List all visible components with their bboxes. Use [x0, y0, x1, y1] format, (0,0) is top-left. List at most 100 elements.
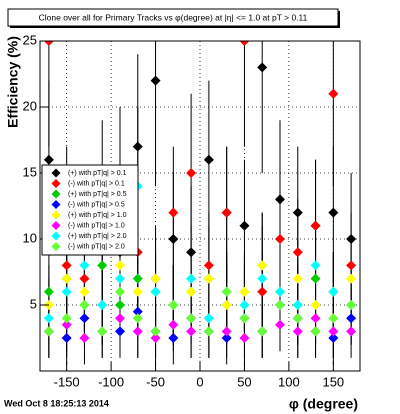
- data-point: [61, 313, 72, 324]
- y-axis-label: Efficiency (%): [5, 36, 21, 128]
- data-point: [257, 260, 268, 271]
- data-point: [150, 326, 161, 337]
- data-point: [61, 319, 72, 330]
- legend-label: (-) with pT|q| > 0.1: [68, 180, 125, 187]
- x-tick-label: 0: [196, 374, 203, 389]
- data-point: [150, 286, 161, 297]
- data-point: [239, 300, 250, 310]
- data-point: [132, 306, 143, 317]
- y-tick-label: 5: [30, 296, 37, 311]
- data-point: [97, 300, 108, 310]
- y-tick-label: 10: [23, 230, 37, 245]
- data-point: [239, 313, 250, 324]
- legend-label: (+) with pT|q| > 0.5: [68, 191, 127, 198]
- data-point: [346, 313, 357, 324]
- data-point: [168, 300, 179, 310]
- data-point: [239, 220, 250, 231]
- y-tick-label: 15: [23, 164, 37, 179]
- data-point: [186, 286, 197, 297]
- data-point: [275, 194, 285, 205]
- data-point: [292, 207, 303, 218]
- data-point: [310, 273, 321, 284]
- data-point: [186, 326, 197, 337]
- data-point: [310, 300, 321, 310]
- data-point: [115, 326, 125, 337]
- data-point: [132, 326, 143, 337]
- data-point: [61, 286, 72, 297]
- chart-title: Clone over all for Primary Tracks vs φ(d…: [39, 12, 308, 22]
- legend-marker: [51, 168, 61, 178]
- legend-marker: [51, 242, 61, 251]
- data-point: [61, 260, 72, 271]
- legend-label: (-) with pT|q| > 1.0: [68, 222, 125, 229]
- data-point: [203, 313, 214, 324]
- data-point: [239, 41, 250, 46]
- data-point: [132, 141, 143, 152]
- data-point: [275, 300, 285, 310]
- data-point: [186, 273, 197, 284]
- x-tick-label: 50: [237, 374, 251, 389]
- data-point: [43, 326, 54, 337]
- data-point: [346, 273, 357, 284]
- data-point: [79, 333, 90, 343]
- data-point: [115, 273, 125, 284]
- legend-label: (+) with pT|q| > 0.1: [68, 170, 127, 177]
- data-point: [115, 286, 125, 297]
- legend-label: (-) with pT|q| > 2.0: [68, 243, 125, 250]
- data-point: [292, 313, 303, 324]
- data-point: [203, 273, 214, 284]
- data-point: [239, 333, 250, 343]
- data-point: [61, 333, 72, 343]
- data-point: [115, 260, 125, 271]
- data-point: [328, 326, 339, 337]
- data-point: [115, 300, 125, 310]
- data-point: [97, 326, 108, 337]
- data-point: [257, 286, 268, 297]
- legend-marker: [51, 231, 61, 241]
- data-point: [292, 326, 303, 337]
- data-point: [257, 326, 268, 337]
- data-point: [168, 333, 179, 343]
- data-point: [43, 41, 54, 46]
- data-point: [221, 326, 232, 337]
- legend-marker: [51, 221, 61, 230]
- x-tick-label: -50: [146, 374, 165, 389]
- x-tick-label: -100: [98, 374, 124, 389]
- data-point: [203, 260, 214, 271]
- data-point: [168, 234, 179, 244]
- data-point: [168, 319, 179, 330]
- x-tick-label: 100: [278, 374, 300, 389]
- data-point: [43, 286, 54, 297]
- y-tick-label: 20: [23, 98, 37, 113]
- data-point: [132, 313, 143, 324]
- legend-marker: [51, 189, 61, 199]
- axes: -150 -100 -50 0 50 100 150 5 10 15 20 25: [23, 32, 345, 389]
- data-point: [132, 273, 143, 284]
- data-point: [43, 313, 54, 324]
- data-point: [221, 207, 232, 218]
- data-point: [328, 88, 339, 99]
- data-point: [79, 313, 90, 324]
- data-point: [346, 260, 357, 271]
- data-point: [97, 260, 108, 271]
- title-box: [7, 8, 339, 27]
- data-point: [292, 273, 303, 284]
- data-point: [310, 326, 321, 337]
- data-point: [310, 313, 321, 324]
- data-point: [186, 247, 197, 258]
- x-tick-label: -150: [54, 374, 80, 389]
- data-point: [203, 326, 214, 337]
- data-point: [132, 286, 143, 297]
- data-point: [203, 154, 214, 165]
- data-point: [257, 62, 268, 73]
- data-point: [150, 333, 161, 343]
- legend-label: (+) with pT|q| > 2.0: [68, 233, 127, 240]
- x-tick-label: 150: [322, 374, 344, 389]
- data-point: [61, 273, 72, 284]
- legend-marker: [51, 200, 61, 209]
- data-layer: [43, 41, 357, 365]
- data-point: [221, 333, 232, 343]
- legend-marker: [51, 210, 61, 220]
- data-point: [292, 300, 303, 310]
